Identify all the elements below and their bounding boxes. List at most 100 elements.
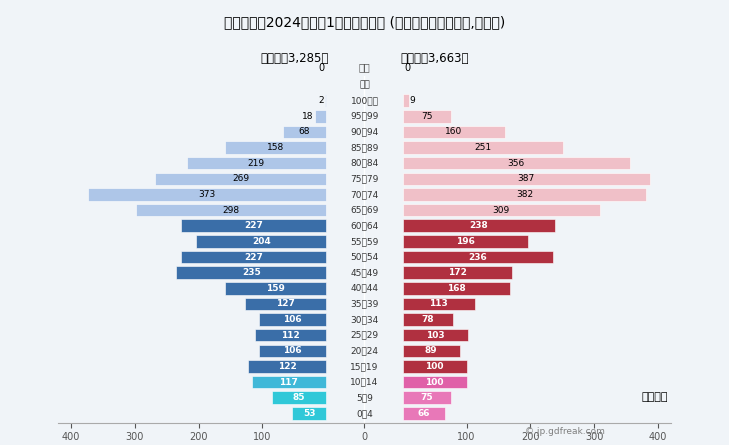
Bar	[402, 329, 469, 341]
Text: 単位：人: 単位：人	[642, 392, 668, 402]
Text: 113: 113	[429, 299, 448, 308]
Text: 53: 53	[303, 409, 316, 418]
Bar	[225, 282, 326, 295]
Text: 9: 9	[410, 96, 416, 105]
Text: 66: 66	[418, 409, 430, 418]
Text: 65～69: 65～69	[351, 206, 378, 214]
Text: 男性計：3,285人: 男性計：3,285人	[260, 52, 329, 65]
Bar	[402, 142, 563, 154]
Text: 70～74: 70～74	[351, 190, 378, 199]
Bar	[402, 407, 445, 420]
Text: 75: 75	[421, 112, 432, 121]
Bar	[402, 188, 647, 201]
Text: 75: 75	[421, 393, 433, 402]
Bar	[155, 173, 326, 185]
Text: 75～79: 75～79	[351, 174, 378, 183]
Bar	[402, 157, 630, 170]
Text: 100歳～: 100歳～	[351, 96, 378, 105]
Text: せたな町の2024年１月1日の人口構成 (住民基本台帳ベース,総人口): せたな町の2024年１月1日の人口構成 (住民基本台帳ベース,総人口)	[224, 16, 505, 29]
Bar	[402, 392, 451, 404]
Text: 68: 68	[299, 127, 311, 137]
Text: 35～39: 35～39	[351, 299, 378, 308]
Bar	[225, 142, 326, 154]
Text: 382: 382	[516, 190, 533, 199]
Bar	[182, 219, 326, 232]
Text: 55～59: 55～59	[351, 237, 378, 246]
Text: 40～44: 40～44	[351, 284, 378, 293]
Text: 85: 85	[293, 393, 305, 402]
Text: 159: 159	[266, 284, 285, 293]
Text: 5～9: 5～9	[356, 393, 373, 402]
Text: 309: 309	[493, 206, 510, 214]
Text: © jp.gdfreak.com: © jp.gdfreak.com	[525, 427, 605, 436]
Bar	[402, 94, 408, 107]
Text: 106: 106	[283, 346, 302, 355]
Text: 269: 269	[232, 174, 249, 183]
Bar	[402, 110, 451, 122]
Text: 100: 100	[426, 378, 444, 387]
Text: 158: 158	[268, 143, 284, 152]
Bar	[402, 235, 528, 247]
Bar	[402, 282, 510, 295]
Text: 127: 127	[276, 299, 295, 308]
Bar	[402, 360, 467, 373]
Bar	[88, 188, 326, 201]
Text: 不詳: 不詳	[359, 81, 370, 89]
Bar	[402, 204, 600, 216]
Text: 160: 160	[445, 127, 462, 137]
Text: 89: 89	[425, 346, 437, 355]
Bar	[245, 298, 326, 310]
Text: 20～24: 20～24	[351, 346, 378, 355]
Text: 219: 219	[248, 159, 265, 168]
Text: 80～84: 80～84	[351, 159, 378, 168]
Text: 251: 251	[475, 143, 491, 152]
Bar	[402, 298, 475, 310]
Text: 女性計：3,663人: 女性計：3,663人	[400, 52, 469, 65]
Bar	[402, 313, 453, 326]
Text: 45～49: 45～49	[351, 268, 378, 277]
Text: 122: 122	[278, 362, 297, 371]
Text: 117: 117	[279, 378, 298, 387]
Bar	[252, 376, 326, 388]
Bar	[325, 94, 326, 107]
Bar	[249, 360, 326, 373]
Bar	[402, 125, 504, 138]
Text: 387: 387	[518, 174, 535, 183]
Text: 103: 103	[426, 331, 445, 340]
Bar	[255, 329, 326, 341]
Text: 227: 227	[244, 252, 263, 262]
Text: 2: 2	[318, 96, 324, 105]
Bar	[182, 251, 326, 263]
Bar	[315, 110, 326, 122]
Text: 15～19: 15～19	[351, 362, 378, 371]
Bar	[402, 219, 555, 232]
Text: 10～14: 10～14	[351, 378, 378, 387]
Text: 298: 298	[222, 206, 240, 214]
Text: 373: 373	[198, 190, 216, 199]
Bar	[402, 376, 467, 388]
Text: 106: 106	[283, 315, 302, 324]
Text: 168: 168	[447, 284, 466, 293]
Text: 356: 356	[507, 159, 525, 168]
Text: 0～4: 0～4	[356, 409, 373, 418]
Text: 236: 236	[469, 252, 488, 262]
Text: 不詳: 不詳	[359, 63, 370, 73]
Text: 90～94: 90～94	[351, 127, 378, 137]
Bar	[259, 313, 326, 326]
Bar	[136, 204, 326, 216]
Bar	[259, 344, 326, 357]
Bar	[292, 407, 326, 420]
Text: 60～64: 60～64	[351, 221, 378, 230]
Text: 18: 18	[302, 112, 313, 121]
Text: 204: 204	[252, 237, 270, 246]
Bar	[402, 344, 459, 357]
Bar	[176, 267, 326, 279]
Text: 30～34: 30～34	[351, 315, 378, 324]
Text: 227: 227	[244, 221, 263, 230]
Text: 112: 112	[281, 331, 300, 340]
Text: 95～99: 95～99	[351, 112, 378, 121]
Text: 0: 0	[404, 63, 410, 73]
Text: 0: 0	[319, 63, 325, 73]
Bar	[196, 235, 326, 247]
Text: 100: 100	[426, 362, 444, 371]
